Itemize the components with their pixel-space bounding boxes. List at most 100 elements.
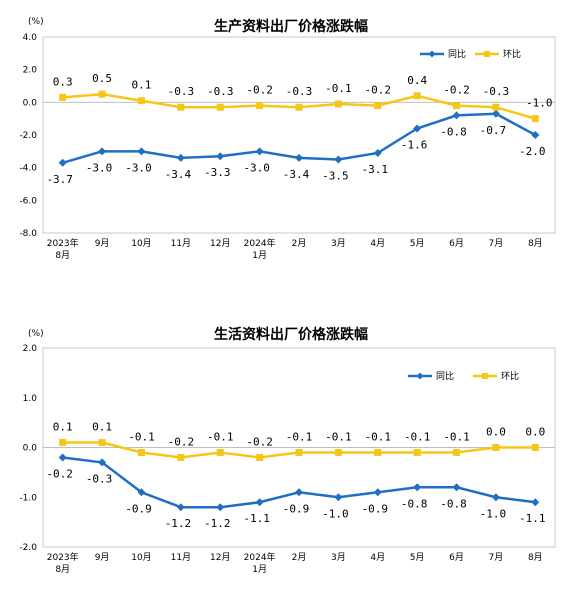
- data-point: [453, 448, 461, 456]
- x-tick-label: 4月: [370, 552, 385, 563]
- data-label: 0.5: [92, 72, 112, 85]
- y-tick-label: 2.0: [23, 344, 38, 354]
- data-label: -1.0: [480, 507, 507, 520]
- chart-production-materials: 生产资料出厂价格涨跌幅 (%) 4.0 2.0 0.0 -2.0 -4.0 -6.0 -8.0 2…: [19, 17, 556, 261]
- data-point: [334, 493, 343, 502]
- data-label: -0.9: [283, 502, 310, 515]
- data-label: -3.7: [46, 173, 73, 186]
- data-label: 0.1: [53, 421, 73, 434]
- data-point: [413, 448, 421, 456]
- data-point: [58, 453, 67, 462]
- data-point: [453, 102, 461, 110]
- x-tick-label: 2024年 1月: [244, 237, 276, 261]
- data-label: 0.0: [525, 426, 545, 439]
- data-point: [256, 453, 264, 461]
- data-label: -0.1: [286, 430, 313, 443]
- y-tick-label: 0.0: [23, 98, 38, 108]
- x-tick-label: 3月: [331, 552, 346, 563]
- data-point: [492, 444, 500, 451]
- legend-marker: [482, 373, 488, 379]
- data-label: -0.2: [246, 435, 273, 448]
- data-point: [531, 115, 539, 123]
- data-label: -0.3: [168, 85, 195, 98]
- y-tick-label: -2.0: [19, 543, 37, 553]
- plot-frame: [42, 36, 556, 234]
- x-tick-label: 5月: [410, 238, 425, 249]
- data-label: 0.1: [92, 421, 112, 434]
- data-label: -0.1: [325, 430, 352, 443]
- data-point: [491, 109, 500, 118]
- data-point: [334, 100, 342, 108]
- data-point: [413, 124, 422, 133]
- data-label: -2.0: [519, 145, 546, 158]
- data-point: [59, 93, 67, 101]
- x-tick-label: 3月: [331, 238, 346, 249]
- x-tick-label: 2月: [292, 238, 307, 249]
- data-label: -0.2: [46, 467, 73, 480]
- legend-label: 环比: [501, 370, 519, 382]
- data-point: [216, 503, 225, 512]
- x-tick-label: 12月: [210, 238, 230, 249]
- data-label: -0.1: [443, 430, 470, 443]
- x-tick-label: 2023年 8月: [47, 237, 79, 261]
- data-label: -1.0: [526, 97, 553, 110]
- legend-label: 同比: [436, 370, 454, 382]
- data-point: [492, 103, 500, 111]
- data-label: -3.1: [362, 163, 389, 176]
- data-point: [176, 503, 185, 512]
- y-tick-label: 4.0: [23, 33, 38, 43]
- data-point: [98, 147, 107, 156]
- data-label: -0.8: [401, 497, 428, 510]
- data-point: [452, 483, 461, 492]
- data-label: -1.1: [519, 512, 546, 525]
- data-label: -1.6: [401, 138, 428, 151]
- data-label: -3.0: [243, 161, 270, 174]
- data-label: -3.0: [125, 161, 152, 174]
- x-tick-label: 2023年 8月: [47, 551, 79, 575]
- data-label: -0.8: [440, 497, 467, 510]
- x-tick-label: 10月: [131, 238, 151, 249]
- y-tick-label: -2.0: [19, 131, 37, 141]
- legend-label: 环比: [503, 48, 521, 60]
- data-point: [413, 483, 422, 492]
- data-point: [59, 439, 67, 447]
- data-label: -0.3: [207, 85, 234, 98]
- data-label: -0.3: [86, 472, 113, 485]
- data-label: -3.0: [86, 161, 113, 174]
- data-point: [137, 488, 146, 497]
- data-point: [334, 155, 343, 164]
- data-label: -3.4: [283, 168, 310, 181]
- chart-living-materials: 生活资料出厂价格涨跌幅 (%) 2.0 1.0 0.0 -1.0 -2.0 2023年 8月 9月…: [19, 326, 556, 575]
- data-point: [255, 498, 264, 507]
- y-tick-label: -1.0: [19, 493, 37, 503]
- data-point: [374, 448, 382, 456]
- data-point: [255, 147, 264, 156]
- data-label: -0.8: [440, 125, 467, 138]
- data-point: [295, 153, 303, 162]
- y-tick-label: 1.0: [23, 394, 38, 404]
- data-label: -1.2: [165, 517, 192, 530]
- data-label: -0.7: [480, 124, 507, 137]
- data-label: -0.1: [404, 430, 431, 443]
- legend-marker: [416, 372, 424, 380]
- x-tick-label: 7月: [489, 552, 504, 563]
- legend-label: 同比: [448, 48, 466, 60]
- data-label: 0.1: [132, 79, 152, 92]
- data-label: -0.2: [443, 84, 470, 97]
- data-label: -0.3: [286, 85, 313, 98]
- data-point: [58, 158, 67, 167]
- x-tick-label: 12月: [210, 552, 230, 563]
- data-point: [216, 152, 225, 161]
- data-point: [531, 131, 540, 139]
- x-tick-label: 2024年 1月: [244, 551, 276, 575]
- x-tick-label: 2月: [292, 552, 307, 563]
- data-point: [531, 498, 540, 507]
- data-point: [216, 448, 224, 456]
- data-point: [373, 488, 382, 497]
- y-tick-label: 0.0: [23, 444, 38, 454]
- legend-marker: [428, 50, 436, 58]
- y-axis-unit: (%): [28, 329, 44, 339]
- y-tick-label: -4.0: [19, 164, 37, 174]
- legend-marker: [484, 51, 490, 57]
- data-point: [216, 103, 224, 111]
